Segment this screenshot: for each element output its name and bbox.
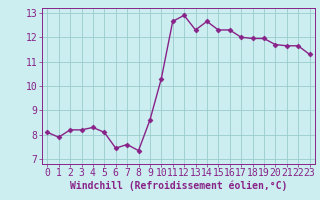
X-axis label: Windchill (Refroidissement éolien,°C): Windchill (Refroidissement éolien,°C)	[70, 181, 287, 191]
